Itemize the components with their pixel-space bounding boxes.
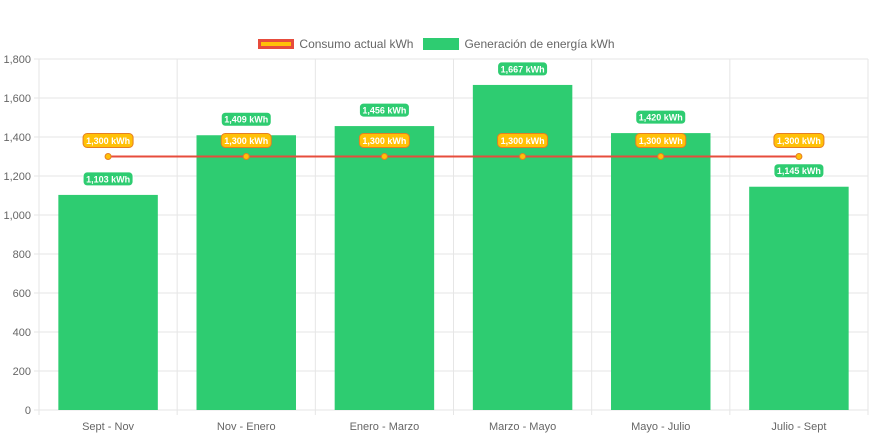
y-tick-label: 1,400 [3, 132, 31, 144]
line-data-label-bg [358, 133, 410, 148]
bar-data-label-bg [358, 102, 410, 118]
line-data-label: 1,300 kWh [777, 136, 821, 146]
y-tick-label: 400 [13, 327, 31, 339]
line-point [380, 153, 388, 160]
bar [196, 135, 296, 410]
x-tick-label: Mayo - Julio [631, 421, 690, 433]
line-data-label-bg [220, 133, 272, 148]
legend-swatch-bar [423, 38, 460, 50]
y-tick-label: 1,800 [3, 54, 31, 66]
line-point [519, 153, 527, 160]
legend-swatch-line [258, 39, 295, 49]
bar [58, 194, 158, 410]
line-data-label: 1,300 kWh [362, 136, 406, 146]
line-point [242, 153, 250, 160]
line-data-label: 1,300 kWh [501, 136, 545, 146]
bar-data-label-bg [82, 171, 134, 187]
bar-data-label-bg [220, 111, 272, 127]
bar-data-label-bg [635, 109, 687, 125]
line-data-label-bg [82, 133, 134, 148]
line-data-label: 1,300 kWh [224, 136, 268, 146]
legend-item-generacion[interactable]: Generación de energía kWh [423, 37, 615, 51]
line-data-label-bg [773, 133, 825, 148]
legend-label-consumo: Consumo actual kWh [299, 37, 414, 51]
bar-data-label: 1,456 kWh [362, 106, 406, 116]
bar-data-label-bg [773, 163, 825, 179]
x-tick-label: Nov - Enero [217, 421, 276, 433]
legend-item-consumo[interactable]: Consumo actual kWh [258, 37, 413, 51]
y-tick-label: 800 [13, 249, 31, 261]
legend: Consumo actual kWh Generación de energía… [0, 37, 873, 51]
bar-data-label: 1,420 kWh [639, 113, 683, 123]
y-tick-label: 1,000 [3, 210, 31, 222]
bar-data-label: 1,667 kWh [501, 64, 545, 74]
line-data-label: 1,300 kWh [639, 136, 683, 146]
bar-data-label-bg [497, 61, 549, 77]
y-tick-label: 0 [25, 405, 31, 417]
x-tick-label: Sept - Nov [82, 421, 134, 433]
line-point [104, 153, 112, 160]
bar [749, 186, 849, 410]
y-tick-label: 1,600 [3, 93, 31, 105]
line-data-label-bg [497, 133, 549, 148]
x-tick-label: Enero - Marzo [350, 421, 420, 433]
x-tick-label: Julio - Sept [771, 421, 826, 433]
bar-data-label: 1,409 kWh [224, 115, 268, 125]
bar [611, 133, 711, 410]
line-point [657, 153, 665, 160]
line-point [795, 153, 803, 160]
bar-data-label: 1,145 kWh [777, 166, 821, 176]
line-data-label-bg [635, 133, 687, 148]
legend-label-generacion: Generación de energía kWh [464, 37, 615, 51]
x-tick-label: Marzo - Mayo [489, 421, 556, 433]
line-data-label: 1,300 kWh [86, 136, 130, 146]
bar [334, 126, 435, 410]
y-tick-label: 600 [13, 288, 31, 300]
y-tick-label: 1,200 [3, 171, 31, 183]
bar-data-label: 1,103 kWh [86, 174, 130, 184]
y-tick-label: 200 [13, 366, 31, 378]
